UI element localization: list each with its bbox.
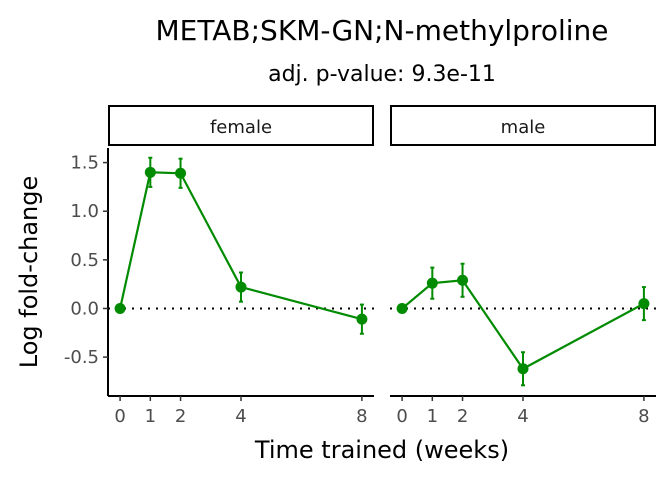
x-tick-label: 4	[517, 406, 528, 427]
facet-strip	[108, 105, 374, 146]
data-point	[114, 302, 126, 314]
x-tick-label: 0	[114, 406, 125, 427]
y-tick-label: 1.5	[70, 153, 99, 174]
data-point	[235, 281, 247, 293]
x-tick-label: 2	[175, 406, 186, 427]
panel-female: female -0.5 0.0 0.5 1.0 1.5 0 1 2 4 8	[64, 105, 374, 427]
y-tick-label: -0.5	[64, 347, 99, 368]
x-tick-label: 1	[427, 406, 438, 427]
x-tick-label: 2	[457, 406, 468, 427]
data-point	[396, 302, 408, 314]
x-axis-title: Time trained (weeks)	[254, 436, 509, 464]
chart-title: METAB;SKM-GN;N-methylproline	[155, 14, 608, 47]
data-point	[426, 277, 438, 289]
data-point	[457, 274, 469, 286]
data-point	[356, 313, 368, 325]
data-point	[175, 167, 187, 179]
y-axis-title: Log fold-change	[15, 176, 43, 369]
data-point	[517, 363, 529, 375]
y-tick-label: 0.0	[70, 298, 99, 319]
x-tick-label: 1	[145, 406, 156, 427]
y-tick-label: 1.0	[70, 201, 99, 222]
chart-subtitle: adj. p-value: 9.3e-11	[268, 62, 496, 87]
x-tick-label: 0	[396, 406, 407, 427]
x-tick-label: 4	[235, 406, 246, 427]
x-tick-label: 8	[638, 406, 649, 427]
facet-strip-label: male	[501, 117, 546, 138]
data-point	[144, 166, 156, 178]
data-point	[638, 298, 650, 310]
x-tick-label: 8	[356, 406, 367, 427]
facet-strip	[390, 105, 656, 146]
facet-strip-label: female	[210, 117, 272, 138]
panel-male: male 0 1 2 4 8	[390, 105, 656, 427]
y-tick-label: 0.5	[70, 250, 99, 271]
